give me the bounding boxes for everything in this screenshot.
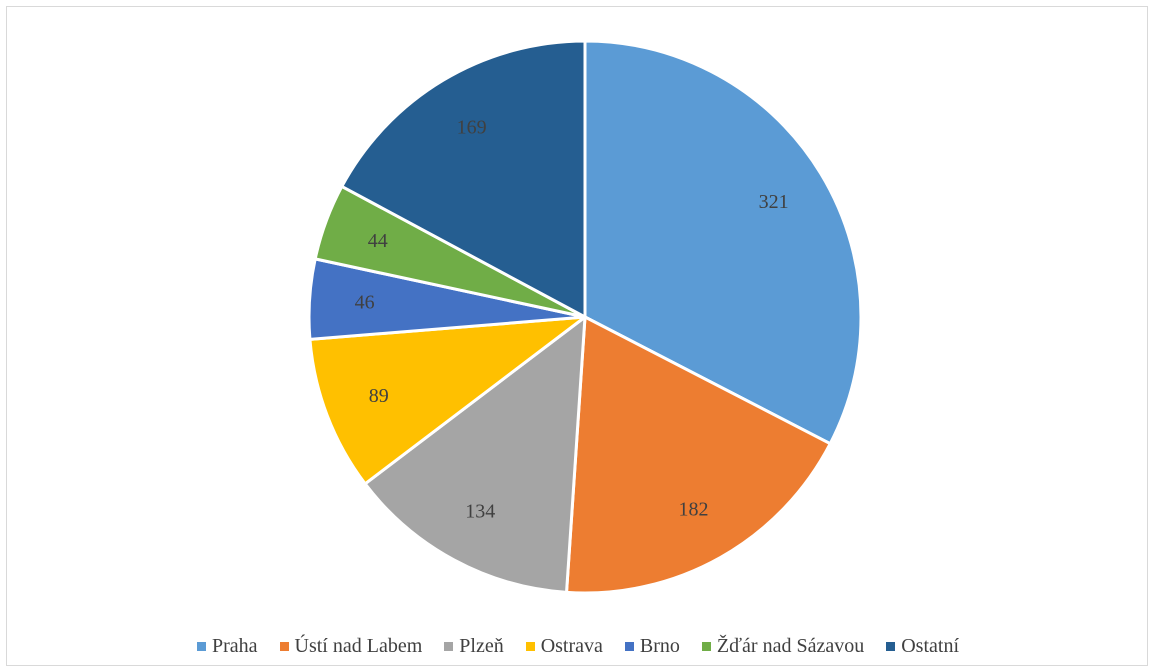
pie-slices xyxy=(307,39,863,595)
pie-slice-1 xyxy=(583,39,863,446)
pie-chart: 321 182 134 89 46 44 169 xyxy=(307,39,863,595)
legend-swatch xyxy=(886,641,896,651)
legend-item: Žďár nad Sázavou xyxy=(701,634,865,658)
legend-swatch xyxy=(701,641,711,651)
legend-label: Brno xyxy=(639,634,680,657)
legend-label: Plzeň xyxy=(459,634,504,657)
legend-swatch xyxy=(624,641,634,651)
data-label-6: 44 xyxy=(368,230,388,252)
legend-swatch xyxy=(525,641,535,651)
legend-swatch xyxy=(444,641,454,651)
legend-item: Ústí nad Labem xyxy=(279,634,423,658)
legend-label: Ostatní xyxy=(901,634,960,657)
data-label-2: 182 xyxy=(678,498,708,520)
legend-label: Žďár nad Sázavou xyxy=(716,634,865,657)
data-label-1: 321 xyxy=(759,191,789,213)
pie-slice-7 xyxy=(340,39,587,319)
data-label-4: 89 xyxy=(369,385,389,407)
legend-item: Plzeň xyxy=(444,634,504,658)
data-label-3: 134 xyxy=(465,500,495,522)
data-label-5: 46 xyxy=(355,292,375,314)
legend-item: Ostatní xyxy=(886,635,959,658)
legend-label: Praha xyxy=(211,634,258,657)
legend-swatch xyxy=(279,641,289,651)
chart-legend: Praha Ústí nad Labem Plzeň Ostrava Brno Žďár … xyxy=(7,631,1149,661)
legend-item: Ostrava xyxy=(525,634,603,658)
data-label-7: 169 xyxy=(457,117,487,139)
legend-item: Praha xyxy=(196,634,258,658)
legend-item: Brno xyxy=(624,634,680,658)
pie-slice-2 xyxy=(565,315,832,595)
pie-data-labels: 321 182 134 89 46 44 169 xyxy=(355,117,789,523)
pie-slice-4 xyxy=(308,315,587,486)
legend-swatch xyxy=(196,641,206,651)
legend-label: Ústí nad Labem xyxy=(294,634,423,657)
legend-label: Ostrava xyxy=(540,634,603,657)
pie-slice-3 xyxy=(363,315,587,594)
chart-area: 321 182 134 89 46 44 169 Praha Ústí nad Labem Pl… xyxy=(6,6,1148,666)
